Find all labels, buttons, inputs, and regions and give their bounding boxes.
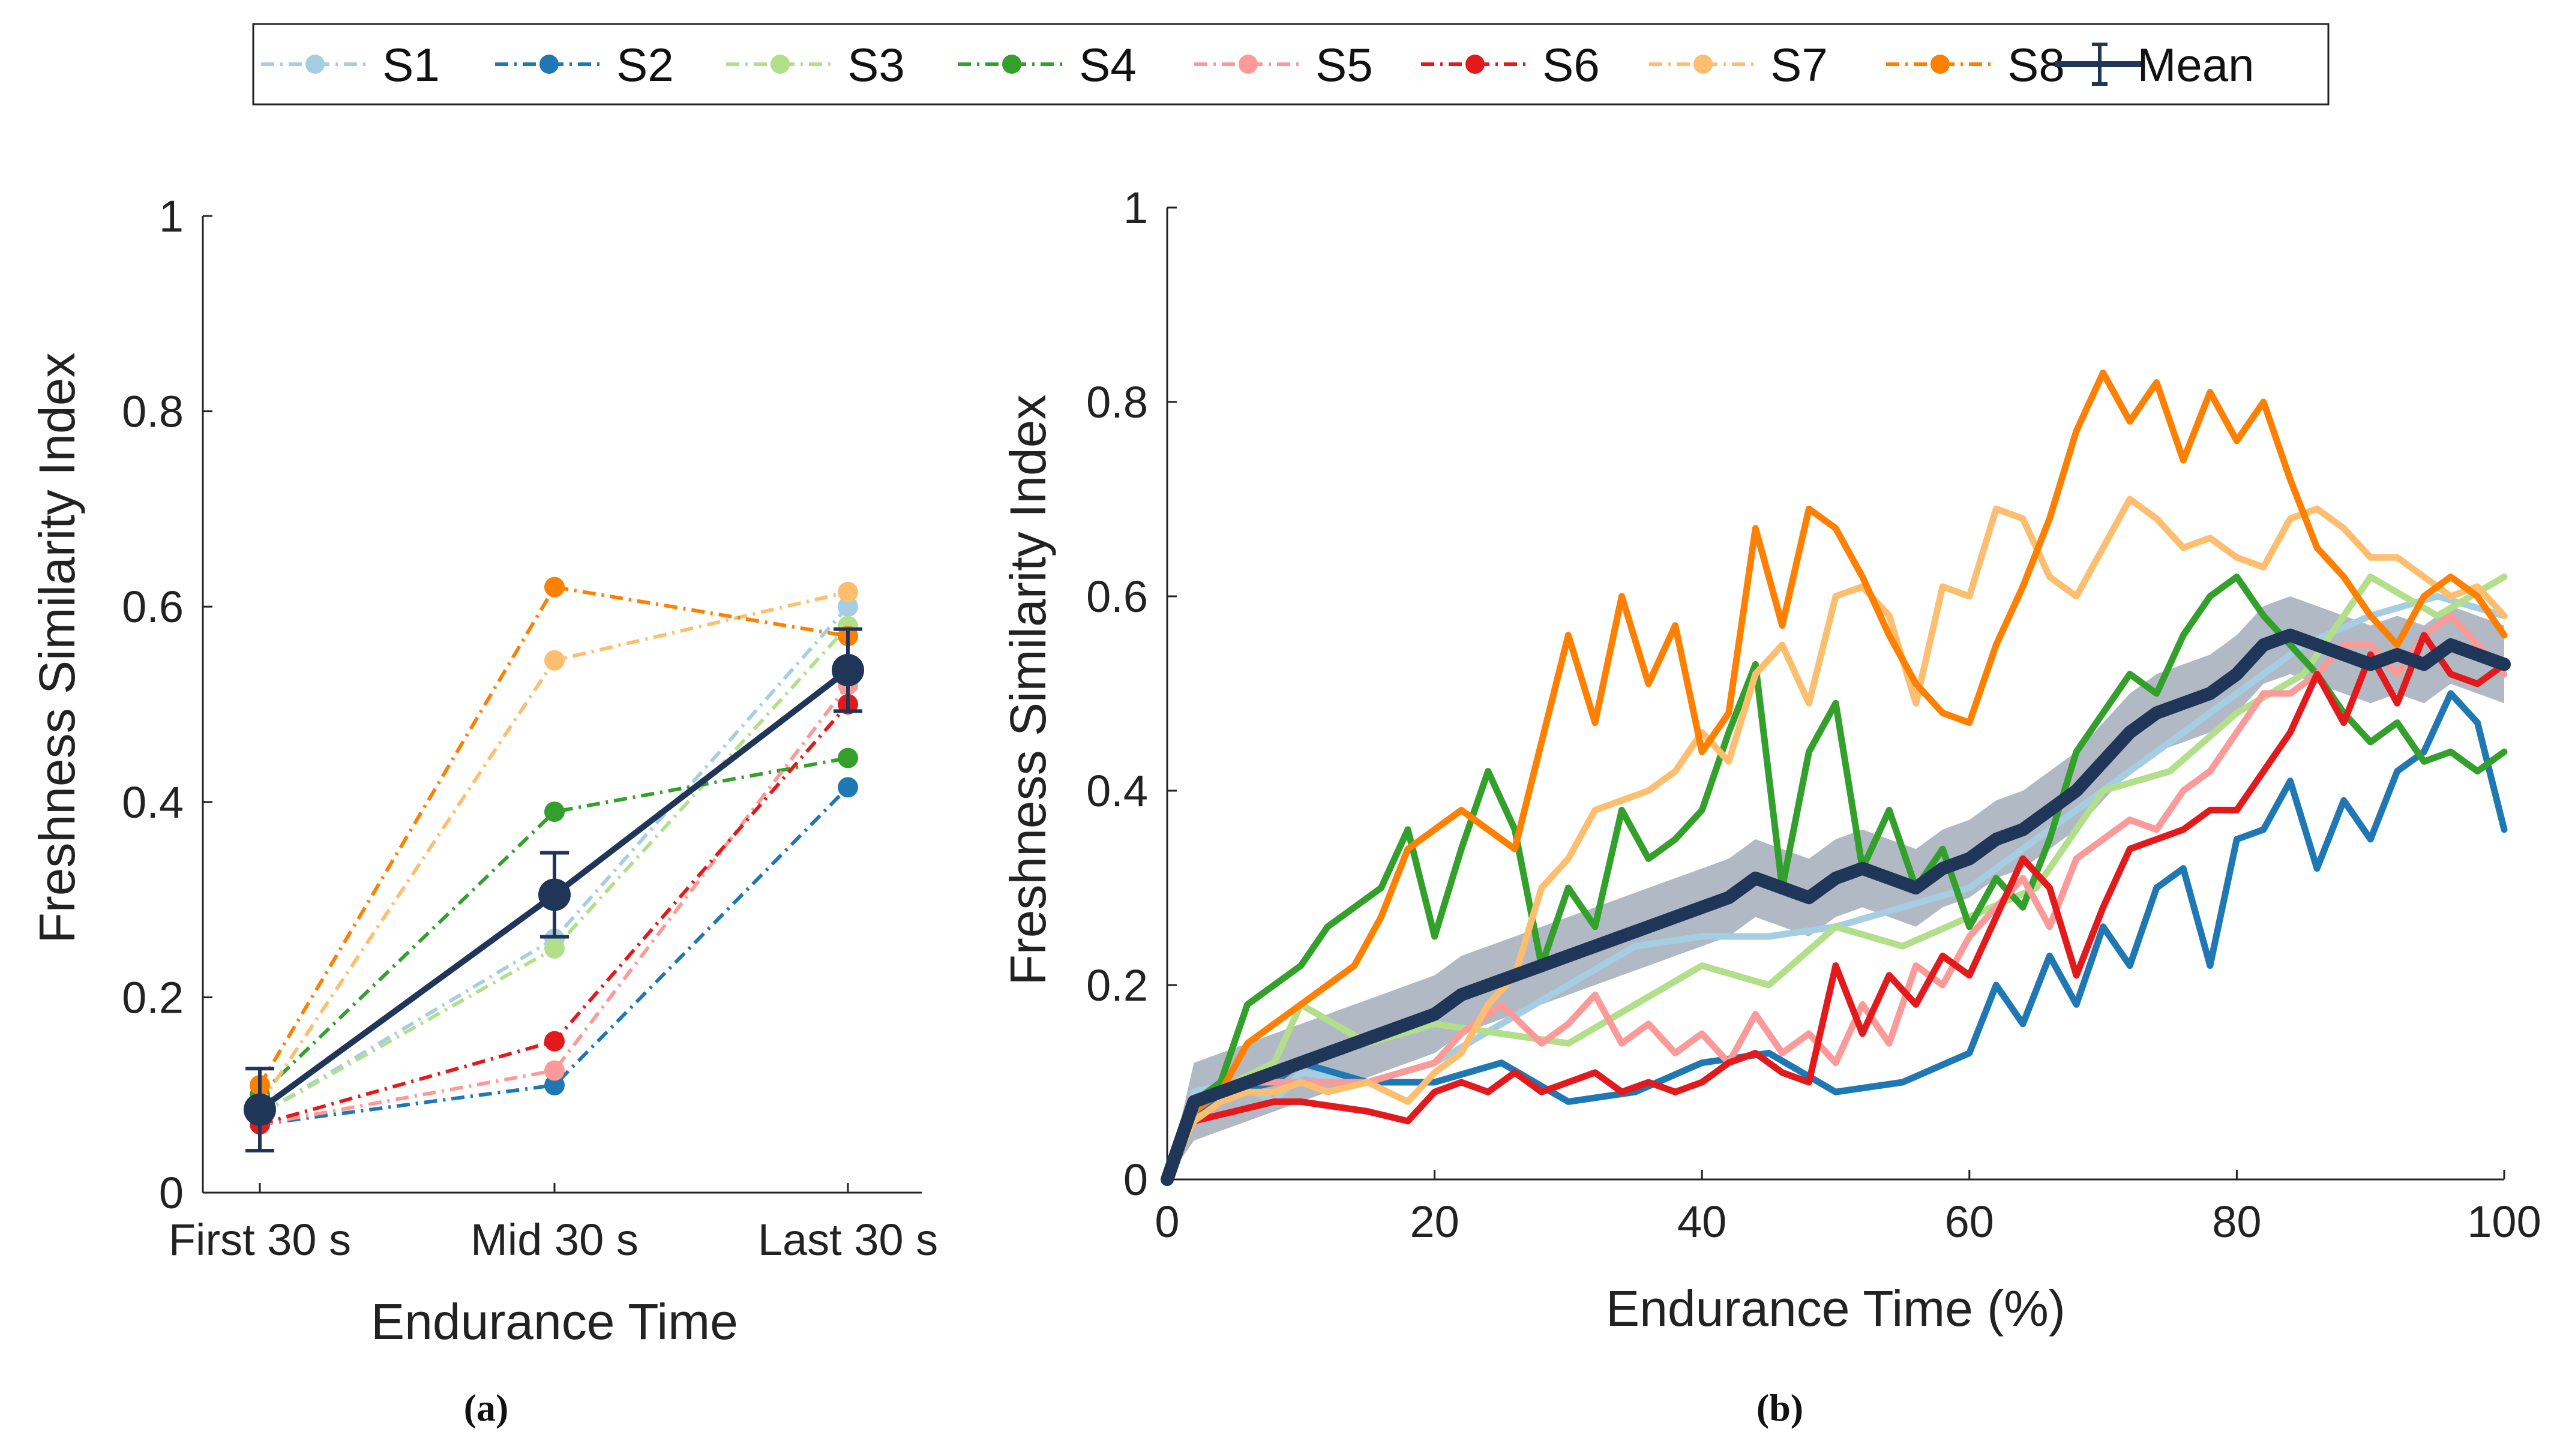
panel-a-ytick-label: 0.6 bbox=[122, 582, 184, 632]
legend-entry-s7: S7 bbox=[1649, 38, 1828, 91]
panel-a-point-s7 bbox=[838, 581, 858, 602]
legend-entry-s6: S6 bbox=[1421, 38, 1600, 91]
panel-a-xtick-label: Last 30 s bbox=[758, 1215, 938, 1265]
panel-b-ytick-label: 0.4 bbox=[1086, 766, 1148, 816]
panel-a-axes: 0 0.2 0.4 0.6 0.8 1 First 30 s Mid 30 s Last 30 … bbox=[122, 191, 938, 1265]
panel-b-xtick-label: 60 bbox=[1945, 1197, 1994, 1247]
panel-a-xlabel: Endurance Time bbox=[371, 1293, 738, 1350]
legend-label-s1: S1 bbox=[382, 38, 439, 91]
panel-b-ytick-label: 0 bbox=[1123, 1155, 1148, 1205]
panel-a-line-s4 bbox=[258, 756, 849, 1097]
panel-a-point-s5 bbox=[544, 1060, 565, 1081]
panel-a-point-s2 bbox=[544, 1074, 565, 1095]
legend-entry-s4: S4 bbox=[958, 38, 1137, 91]
panel-b-ytick-label: 0.6 bbox=[1086, 572, 1148, 622]
legend-marker-s1 bbox=[305, 55, 325, 74]
panel-a-point-s4 bbox=[544, 801, 565, 822]
panel-a-ytick-label: 1 bbox=[159, 191, 184, 241]
legend: S1 S2 S3 S4 S5 S6 S7 S8 Mean bbox=[252, 23, 2330, 106]
panel-b: 0 0.2 0.4 0.6 0.8 1 0 20 40 60 80 100 Endurance Tim… bbox=[1000, 183, 2541, 1429]
panel-b-line-s2 bbox=[1164, 690, 2508, 1183]
legend-label-s3: S3 bbox=[847, 38, 904, 91]
panel-b-ytick-label: 1 bbox=[1123, 183, 1148, 233]
panel-b-xtick-label: 80 bbox=[2212, 1197, 2261, 1247]
panel-b-xtick-label: 20 bbox=[1410, 1197, 1459, 1247]
legend-marker-s5 bbox=[1239, 55, 1258, 74]
panel-a-series bbox=[244, 577, 864, 1152]
panel-a-ytick-label: 0.8 bbox=[122, 387, 184, 437]
panel-a-point-s8 bbox=[544, 577, 565, 598]
legend-marker-s7 bbox=[1693, 55, 1713, 74]
panel-a: 0 0.2 0.4 0.6 0.8 1 First 30 s Mid 30 s Last 30 … bbox=[29, 191, 938, 1429]
panel-a-point-mean bbox=[832, 654, 864, 687]
legend-marker-s2 bbox=[539, 55, 559, 74]
legend-marker-s3 bbox=[771, 55, 790, 74]
panel-a-xtick-label: First 30 s bbox=[169, 1215, 351, 1265]
panel-a-series-mean bbox=[244, 627, 864, 1152]
legend-marker-s8 bbox=[1931, 55, 1950, 74]
legend-label-s2: S2 bbox=[616, 38, 673, 91]
legend-marker-s6 bbox=[1465, 55, 1485, 74]
panel-b-xtick-label: 40 bbox=[1677, 1197, 1726, 1247]
legend-entry-s5: S5 bbox=[1194, 38, 1373, 91]
legend-entry-s1: S1 bbox=[261, 38, 440, 91]
panel-b-ytick-label: 0.2 bbox=[1086, 960, 1148, 1010]
panel-b-line-s7 bbox=[1164, 496, 2508, 1183]
legend-items: S1 S2 S3 S4 S5 S6 S7 S8 Mean bbox=[261, 38, 2255, 91]
legend-marker-s4 bbox=[1002, 55, 1021, 74]
legend-label-s5: S5 bbox=[1315, 38, 1372, 91]
panel-b-ylabel: Freshness Similarity Index bbox=[1000, 395, 1056, 986]
panel-a-line-s8 bbox=[258, 585, 849, 1086]
panel-a-ytick-label: 0.2 bbox=[122, 972, 184, 1022]
panel-b-xlabel: Endurance Time (%) bbox=[1606, 1280, 2066, 1337]
panel-b-xtick-label: 100 bbox=[2467, 1197, 2541, 1247]
panel-b-line-s8 bbox=[1164, 369, 2508, 1183]
panel-a-caption: (a) bbox=[464, 1386, 509, 1429]
legend-entry-s3: S3 bbox=[726, 38, 905, 91]
legend-entry-mean: Mean bbox=[2055, 38, 2255, 91]
panel-a-point-s3 bbox=[544, 938, 565, 959]
panel-a-ytick-label: 0.4 bbox=[122, 777, 184, 827]
panel-b-caption: (b) bbox=[1756, 1386, 1803, 1429]
panel-b-line-s6 bbox=[1164, 632, 2508, 1183]
panel-a-point-mean bbox=[244, 1093, 276, 1126]
panel-a-ytick-label: 0 bbox=[159, 1168, 184, 1218]
legend-entry-s2: S2 bbox=[495, 38, 674, 91]
panel-b-ytick-label: 0.8 bbox=[1086, 377, 1148, 427]
panel-a-point-s4 bbox=[838, 747, 858, 768]
panel-b-line-mean bbox=[1161, 628, 2511, 1186]
panel-a-point-mean bbox=[538, 878, 571, 911]
legend-label-s4: S4 bbox=[1079, 38, 1136, 91]
panel-b-series bbox=[1161, 369, 2511, 1186]
panel-a-point-s7 bbox=[544, 650, 565, 671]
legend-label-s7: S7 bbox=[1770, 38, 1827, 91]
panel-a-point-s6 bbox=[544, 1031, 565, 1052]
panel-b-xtick-label: 0 bbox=[1155, 1197, 1179, 1247]
panel-a-point-s2 bbox=[838, 777, 858, 798]
panel-b-axes: 0 0.2 0.4 0.6 0.8 1 0 20 40 60 80 100 bbox=[1086, 183, 2541, 1247]
panel-b-line-s5 bbox=[1164, 612, 2508, 1183]
panel-a-xtick-label: Mid 30 s bbox=[470, 1215, 638, 1265]
legend-label-mean: Mean bbox=[2137, 38, 2254, 91]
panel-a-point-s1 bbox=[838, 596, 858, 617]
legend-label-s6: S6 bbox=[1542, 38, 1599, 91]
panel-a-ylabel: Freshness Similarity Index bbox=[29, 353, 85, 944]
